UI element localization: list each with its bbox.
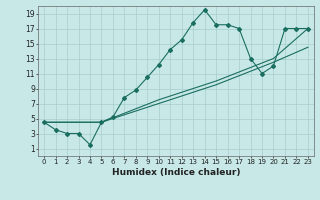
X-axis label: Humidex (Indice chaleur): Humidex (Indice chaleur) [112,168,240,177]
